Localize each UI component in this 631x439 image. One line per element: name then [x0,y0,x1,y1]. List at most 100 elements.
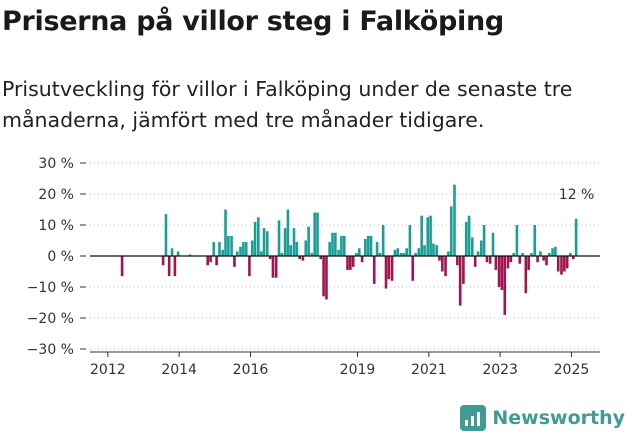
bar [405,248,408,256]
bar [167,256,171,277]
bar [536,256,539,263]
bar [188,254,192,256]
bar [565,256,569,269]
tick-labels: 30 % 20 % 10 % 0 % −10 % −20 % −30 % 2012 2014 20… [27,156,590,378]
bar [164,214,168,256]
bar [408,225,412,256]
bar [233,256,236,267]
bar [319,256,323,260]
y-tick-label: 30 % [38,156,74,172]
y-tick-label: 10 % [38,218,74,234]
bar [283,228,287,256]
bar [476,251,480,256]
bar [488,256,492,264]
bar [554,246,557,256]
grid-lines [90,162,600,350]
bar [512,252,515,256]
latest-value-label: 12 % [559,187,595,203]
x-tick-label: 2016 [233,362,269,378]
bar [221,249,224,256]
bar [548,252,551,256]
bar [444,256,447,277]
bars [120,184,578,315]
bar [420,215,423,256]
bar [411,256,415,281]
bar [262,228,266,256]
bar [316,212,319,256]
bar [471,237,474,256]
bar [274,256,278,278]
bar [378,252,382,256]
bar [209,256,212,263]
bar [257,217,260,256]
bar [563,256,566,272]
bar [551,248,554,256]
bar [494,256,498,270]
bar [170,248,174,256]
bar [259,251,263,256]
bar [462,256,465,284]
bar [351,256,355,267]
bar [328,242,331,256]
bar [176,251,180,256]
axes [80,162,600,357]
bar [360,256,364,263]
bar [227,235,230,256]
bar [349,256,352,270]
bar [447,251,450,256]
bar [265,231,269,256]
bar [298,256,302,260]
x-tick-label: 2021 [411,362,447,378]
bar [556,256,560,272]
bar [366,235,370,256]
bar [435,245,438,256]
bar [364,238,367,256]
bar [230,235,233,256]
chart-subtitle: Prisutveckling för villor i Falköping un… [2,77,573,132]
bar [268,256,272,260]
bar [426,217,430,256]
bar [467,215,471,256]
bar [473,256,477,267]
bar [414,252,417,256]
bar [271,256,275,278]
bar [458,256,462,306]
bar [357,248,361,256]
bar [402,252,406,256]
bar [173,256,177,277]
brand-name: Newsworthy [492,407,625,429]
bar [286,209,290,256]
bar [307,226,310,256]
bar [342,235,346,256]
bar [322,256,325,297]
bar [242,242,245,256]
bar [569,252,572,256]
bar [453,184,456,256]
bar [571,256,575,260]
y-tick-label: 20 % [38,187,74,203]
y-tick-label: 0 % [47,249,74,265]
bar [432,243,435,256]
bar [310,252,314,256]
bar [527,256,530,270]
bar [542,256,545,261]
bar [253,221,257,256]
x-tick-label: 2023 [482,362,518,378]
bar [491,232,495,256]
newsworthy-logo: Newsworthy [460,403,625,433]
bar [399,252,403,256]
y-tick-label: −20 % [27,311,74,327]
bar [533,225,537,256]
bar [393,249,397,256]
bar [441,256,444,272]
bar [524,256,528,294]
bar [381,225,385,256]
bar [485,256,489,263]
bar [235,251,239,256]
bar [292,228,296,256]
bar [120,256,124,277]
bar [482,225,486,256]
bar [449,206,453,256]
bar [515,225,519,256]
bar [355,252,358,256]
